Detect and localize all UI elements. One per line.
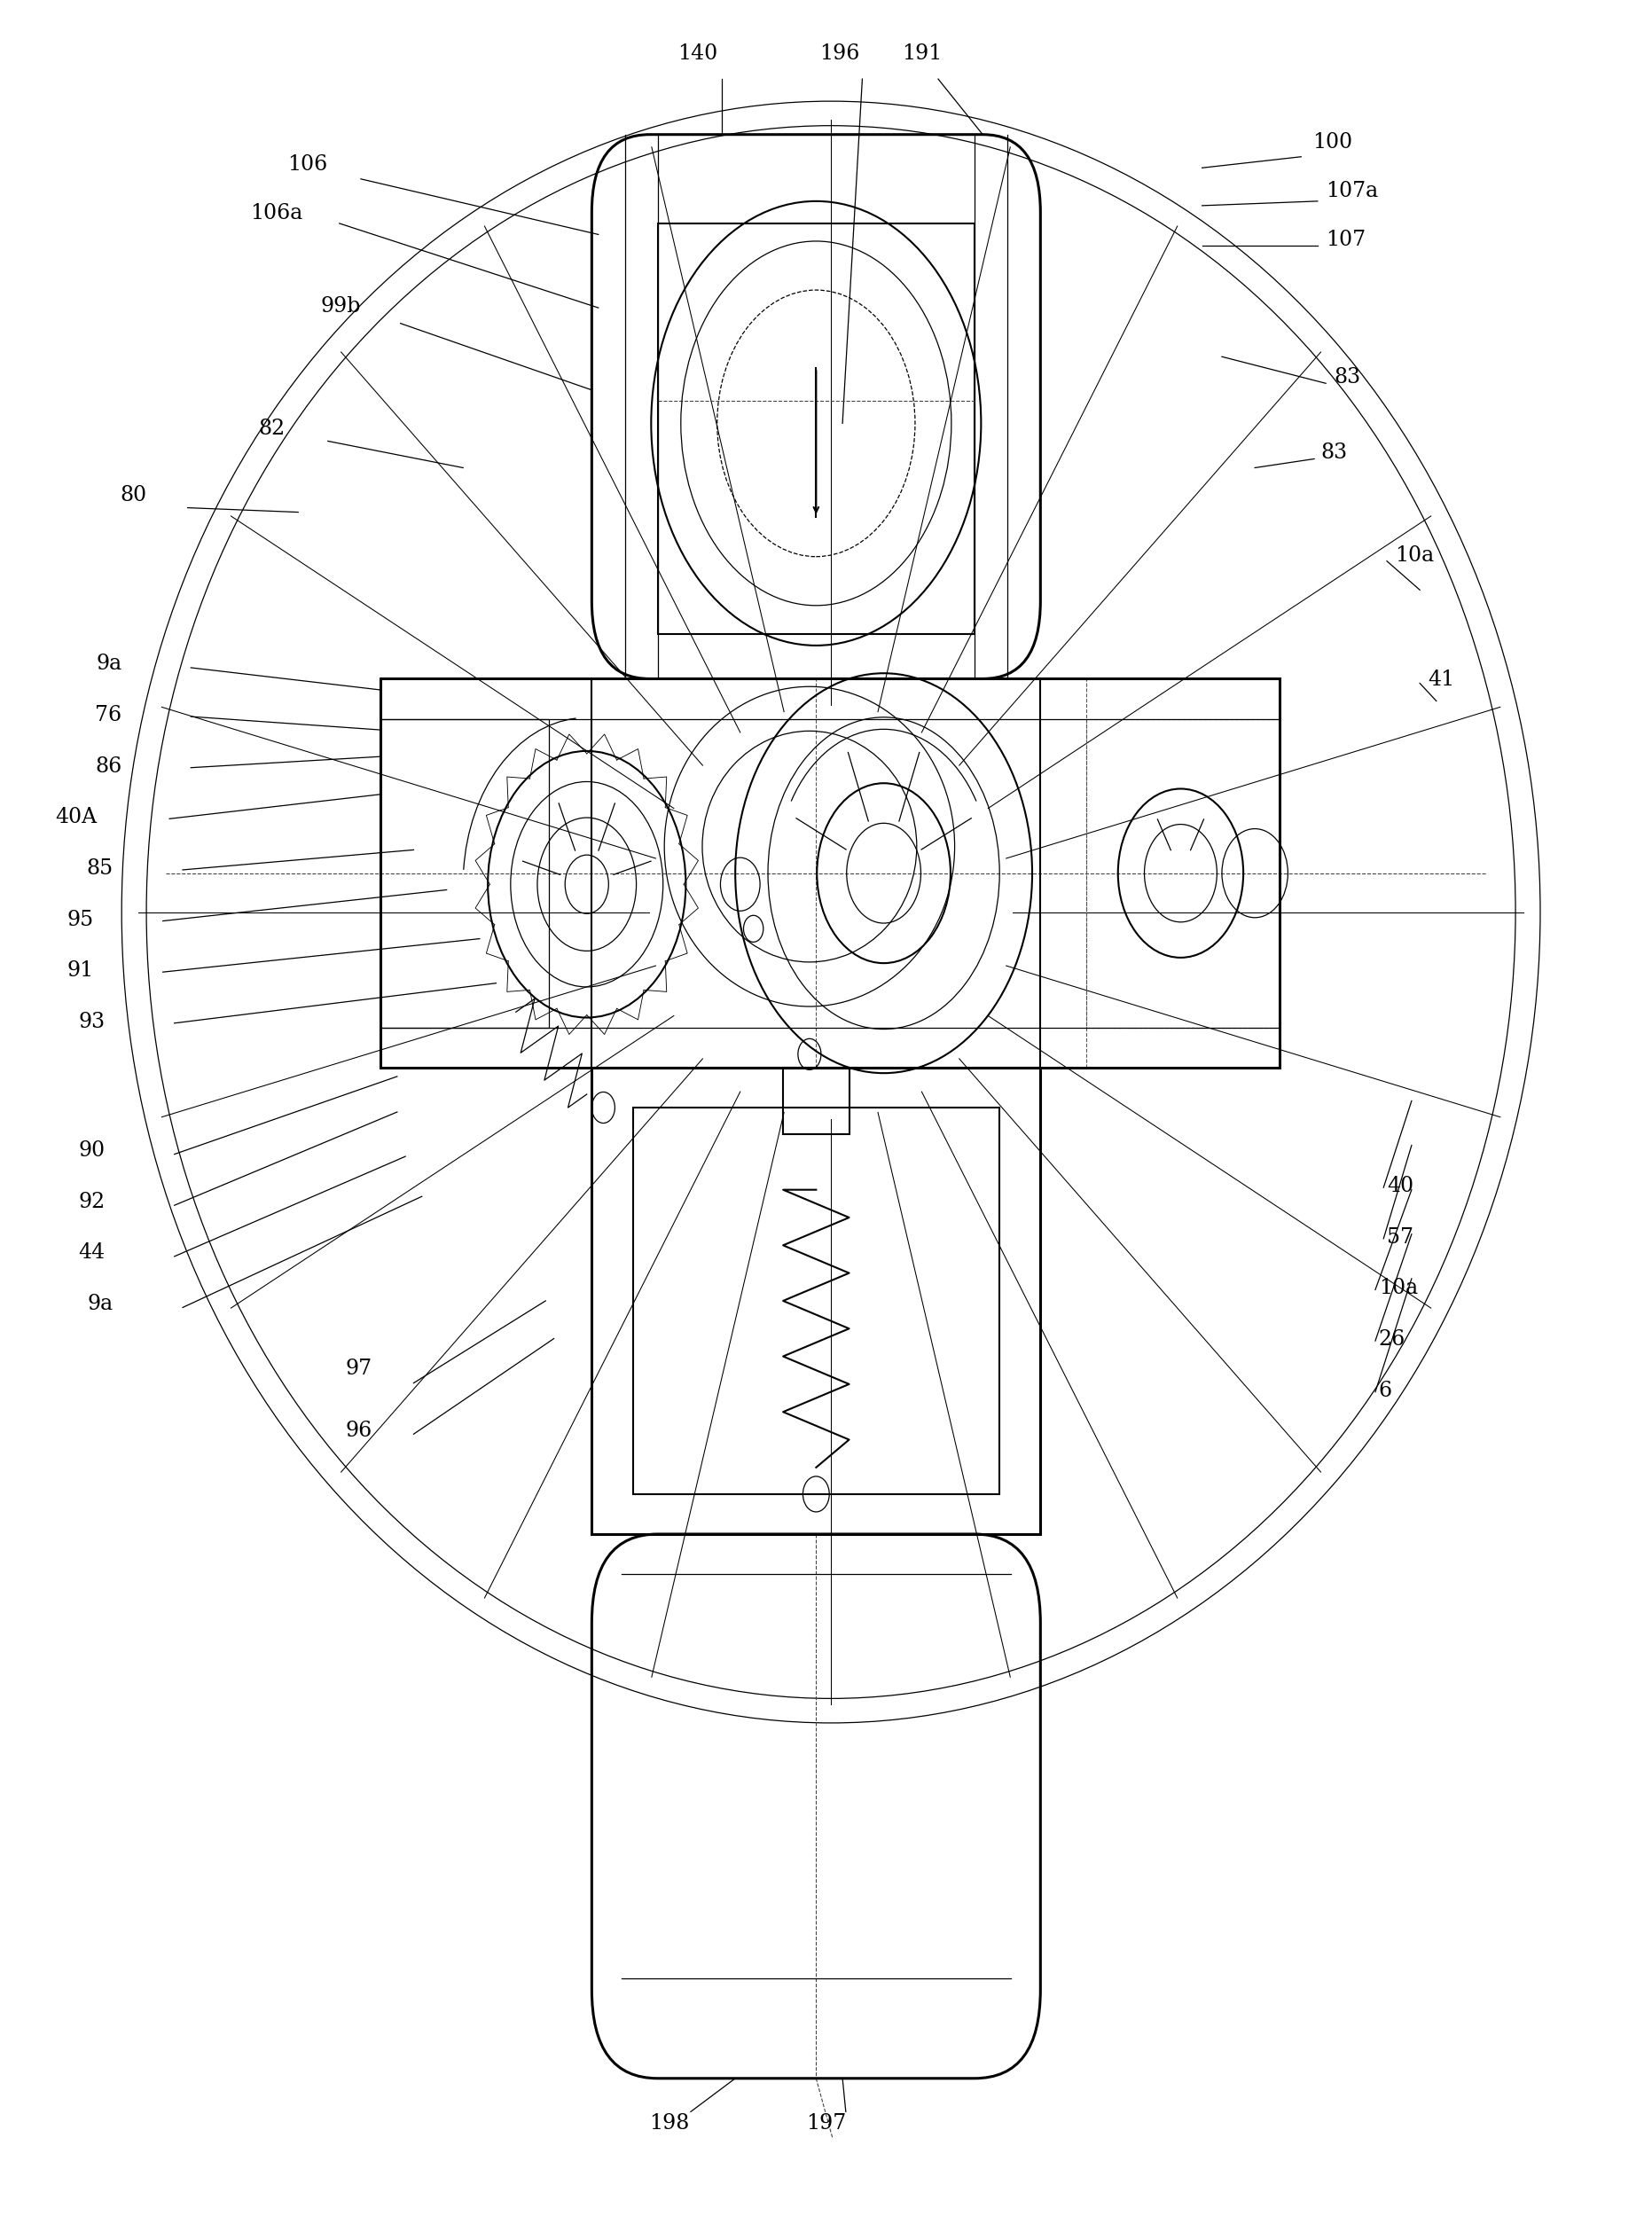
Text: 100: 100	[1313, 131, 1353, 151]
Text: 6: 6	[1379, 1381, 1393, 1401]
Text: 97: 97	[345, 1359, 372, 1379]
Text: 96: 96	[345, 1421, 372, 1441]
Text: 106: 106	[287, 153, 327, 173]
Text: 140: 140	[677, 42, 717, 64]
Text: 80: 80	[119, 485, 147, 505]
Text: 40A: 40A	[55, 807, 97, 827]
Bar	[380, 678, 1280, 1068]
Text: 9a: 9a	[88, 1294, 114, 1314]
Text: 198: 198	[649, 2113, 689, 2133]
Text: 107: 107	[1327, 229, 1366, 249]
Text: 91: 91	[66, 961, 94, 981]
Text: 99b: 99b	[320, 296, 360, 316]
Text: 107a: 107a	[1327, 180, 1378, 200]
Text: 10a: 10a	[1394, 545, 1434, 565]
Text: 92: 92	[78, 1192, 106, 1212]
Text: 196: 196	[819, 42, 859, 64]
Text: 83: 83	[1322, 443, 1348, 463]
Text: 44: 44	[78, 1243, 106, 1263]
Text: 57: 57	[1386, 1228, 1414, 1248]
Text: 86: 86	[94, 756, 122, 776]
Bar	[380, 718, 548, 1027]
Text: 191: 191	[902, 42, 942, 64]
Text: 41: 41	[1427, 669, 1455, 689]
Text: 95: 95	[66, 910, 94, 930]
Bar	[1087, 718, 1280, 1027]
Text: 10a: 10a	[1379, 1279, 1417, 1299]
Text: 85: 85	[86, 858, 114, 878]
Text: 106a: 106a	[251, 202, 302, 222]
Text: 93: 93	[78, 1012, 106, 1032]
Bar	[657, 222, 975, 634]
Bar	[783, 1068, 849, 1134]
Text: 83: 83	[1335, 367, 1361, 387]
Bar	[591, 1068, 1041, 1535]
Text: 76: 76	[94, 705, 122, 725]
Text: 9a: 9a	[96, 654, 122, 674]
Text: 82: 82	[258, 418, 284, 438]
Text: 197: 197	[806, 2113, 846, 2133]
Text: 40: 40	[1386, 1176, 1414, 1197]
Text: 26: 26	[1379, 1330, 1406, 1350]
Text: 90: 90	[78, 1141, 106, 1161]
Bar	[633, 1108, 999, 1495]
